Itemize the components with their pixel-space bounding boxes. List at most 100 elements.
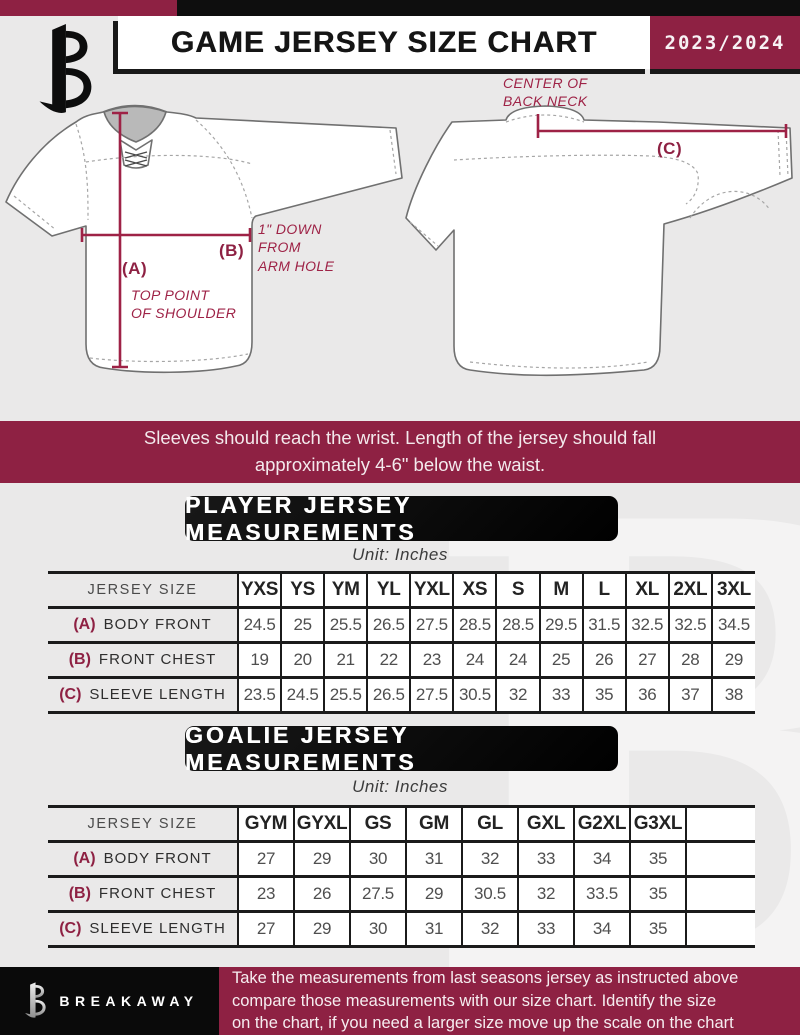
footer-note-line-3: on the chart, if you need a larger size … [232, 1014, 734, 1033]
measurement-value-cell: 24.5 [236, 606, 282, 644]
measurement-value-cell: 31 [405, 840, 462, 878]
measurement-value-cell: 30 [349, 840, 406, 878]
measurement-value-cell: 34.5 [710, 606, 755, 644]
front-jersey-stitching [13, 119, 397, 363]
measurement-value-cell: 24.5 [280, 676, 325, 714]
measurement-value-cell: 26 [581, 641, 626, 679]
player-measurements-banner: PLAYER JERSEY MEASUREMENTS [185, 492, 618, 545]
title-band: GAME JERSEY SIZE CHART [118, 16, 650, 69]
goalie-size-table: JERSEY SIZE GYM GYXL GS GM GL GXL G2XL G3XL (A) BO… [48, 805, 755, 948]
measurement-value-cell: 29 [293, 910, 350, 948]
measurement-value-cell: 35 [629, 840, 686, 878]
measurement-value-cell: 27.5 [349, 875, 406, 913]
measurement-value-cell: 28.5 [495, 606, 540, 644]
size-column-header: GYXL [293, 805, 350, 843]
size-column-header: GXL [517, 805, 574, 843]
size-column-header: G2XL [573, 805, 630, 843]
size-column-header: XS [452, 571, 497, 609]
measurement-value-cell: 36 [624, 676, 669, 714]
a-measure-label: (A) [122, 259, 148, 278]
measurement-value-cell: 31 [405, 910, 462, 948]
back-jersey-stitching [409, 114, 789, 369]
size-column-header: L [581, 571, 626, 609]
goalie-unit-label: Unit: Inches [352, 777, 448, 796]
player-unit-label: Unit: Inches [352, 545, 448, 564]
size-column-header: M [538, 571, 583, 609]
row-label-cell: (A) BODY FRONT [48, 606, 238, 644]
measurement-value-cell: 35 [581, 676, 626, 714]
row-name: FRONT CHEST [98, 885, 217, 902]
measurement-value-cell: 32.5 [624, 606, 669, 644]
empty-measurement-cell [685, 910, 755, 948]
table-row: (A) BODY FRONT 27 29 30 31 32 33 34 35 [48, 840, 755, 878]
measurement-value-cell: 27 [237, 840, 294, 878]
measurement-value-cell: 32 [461, 910, 518, 948]
measurement-value-cell: 29 [710, 641, 755, 679]
size-column-header: YXS [236, 571, 282, 609]
b-measure-label: (B) [219, 241, 245, 260]
player-size-table: JERSEY SIZE YXS YS YM YL YXL XS S M L XL 2XL 3XL (A) B… [48, 571, 755, 714]
row-key: (B) [68, 885, 91, 902]
measurement-value-cell: 25 [538, 641, 583, 679]
size-column-header: G3XL [629, 805, 686, 843]
measurement-line-a [112, 111, 128, 369]
measurement-value-cell: 25.5 [323, 606, 368, 644]
top-strip-maroon [0, 0, 177, 16]
front-jersey-drawing [5, 104, 403, 374]
measurement-value-cell: 27 [237, 910, 294, 948]
measurement-value-cell: 32 [517, 875, 574, 913]
empty-size-column-header [685, 805, 755, 843]
measurement-value-cell: 23.5 [236, 676, 282, 714]
measurement-value-cell: 33 [517, 840, 574, 878]
footer-note-line-1: Take the measurements from last seasons … [232, 969, 739, 988]
measurement-value-cell: 37 [667, 676, 712, 714]
size-column-header: YM [323, 571, 368, 609]
measurement-value-cell: 33 [538, 676, 583, 714]
measurement-value-cell: 27.5 [409, 606, 454, 644]
table-row: (B) FRONT CHEST 23 26 27.5 29 30.5 32 33.5 35 [48, 875, 755, 913]
measurement-value-cell: 23 [237, 875, 294, 913]
measurement-value-cell: 25 [280, 606, 325, 644]
measurement-value-cell: 32 [461, 840, 518, 878]
measurement-value-cell: 26.5 [366, 606, 411, 644]
brand-logo-icon [16, 22, 108, 120]
measurement-value-cell: 29 [293, 840, 350, 878]
measurement-value-cell: 27.5 [409, 676, 454, 714]
row-name: BODY FRONT [103, 616, 212, 633]
jersey-size-header-cell: JERSEY SIZE [48, 571, 238, 609]
row-name: SLEEVE LENGTH [89, 920, 226, 937]
fit-note-line-1: Sleeves should reach the wrist. Length o… [143, 427, 657, 449]
size-column-header: GYM [237, 805, 294, 843]
row-name: SLEEVE LENGTH [89, 686, 226, 703]
measurement-value-cell: 28.5 [452, 606, 497, 644]
empty-measurement-cell [685, 840, 755, 878]
measurement-value-cell: 24 [452, 641, 497, 679]
measurement-value-cell: 22 [366, 641, 411, 679]
size-column-header: GL [461, 805, 518, 843]
measurement-line-b [80, 228, 252, 242]
row-key: (C) [59, 686, 82, 703]
table-row: (C) SLEEVE LENGTH 27 29 30 31 32 33 34 35 [48, 910, 755, 948]
table-row: (C) SLEEVE LENGTH 23.5 24.5 25.5 26.5 27.5 30.5… [48, 676, 755, 714]
measurement-value-cell: 26 [293, 875, 350, 913]
measurement-value-cell: 23 [409, 641, 454, 679]
measurement-value-cell: 19 [236, 641, 282, 679]
measurement-value-cell: 20 [280, 641, 325, 679]
measurement-value-cell: 35 [629, 910, 686, 948]
measurement-value-cell: 27 [624, 641, 669, 679]
row-name: BODY FRONT [103, 850, 212, 867]
measurement-value-cell: 38 [710, 676, 755, 714]
empty-measurement-cell [685, 875, 755, 913]
fit-note-banner: Sleeves should reach the wrist. Length o… [0, 421, 800, 483]
measurement-value-cell: 26.5 [366, 676, 411, 714]
row-label-cell: (B) FRONT CHEST [48, 875, 238, 913]
size-column-header: XL [624, 571, 669, 609]
row-key: (A) [73, 850, 96, 867]
row-key: (A) [73, 616, 96, 633]
goalie-banner-label: GOALIE JERSEY MEASUREMENTS [185, 721, 417, 775]
size-column-header: YL [366, 571, 411, 609]
jersey-size-header-cell: JERSEY SIZE [48, 805, 238, 843]
center-back-neck-note: CENTER OF BACK NECK [503, 75, 588, 110]
row-key: (B) [68, 651, 91, 668]
